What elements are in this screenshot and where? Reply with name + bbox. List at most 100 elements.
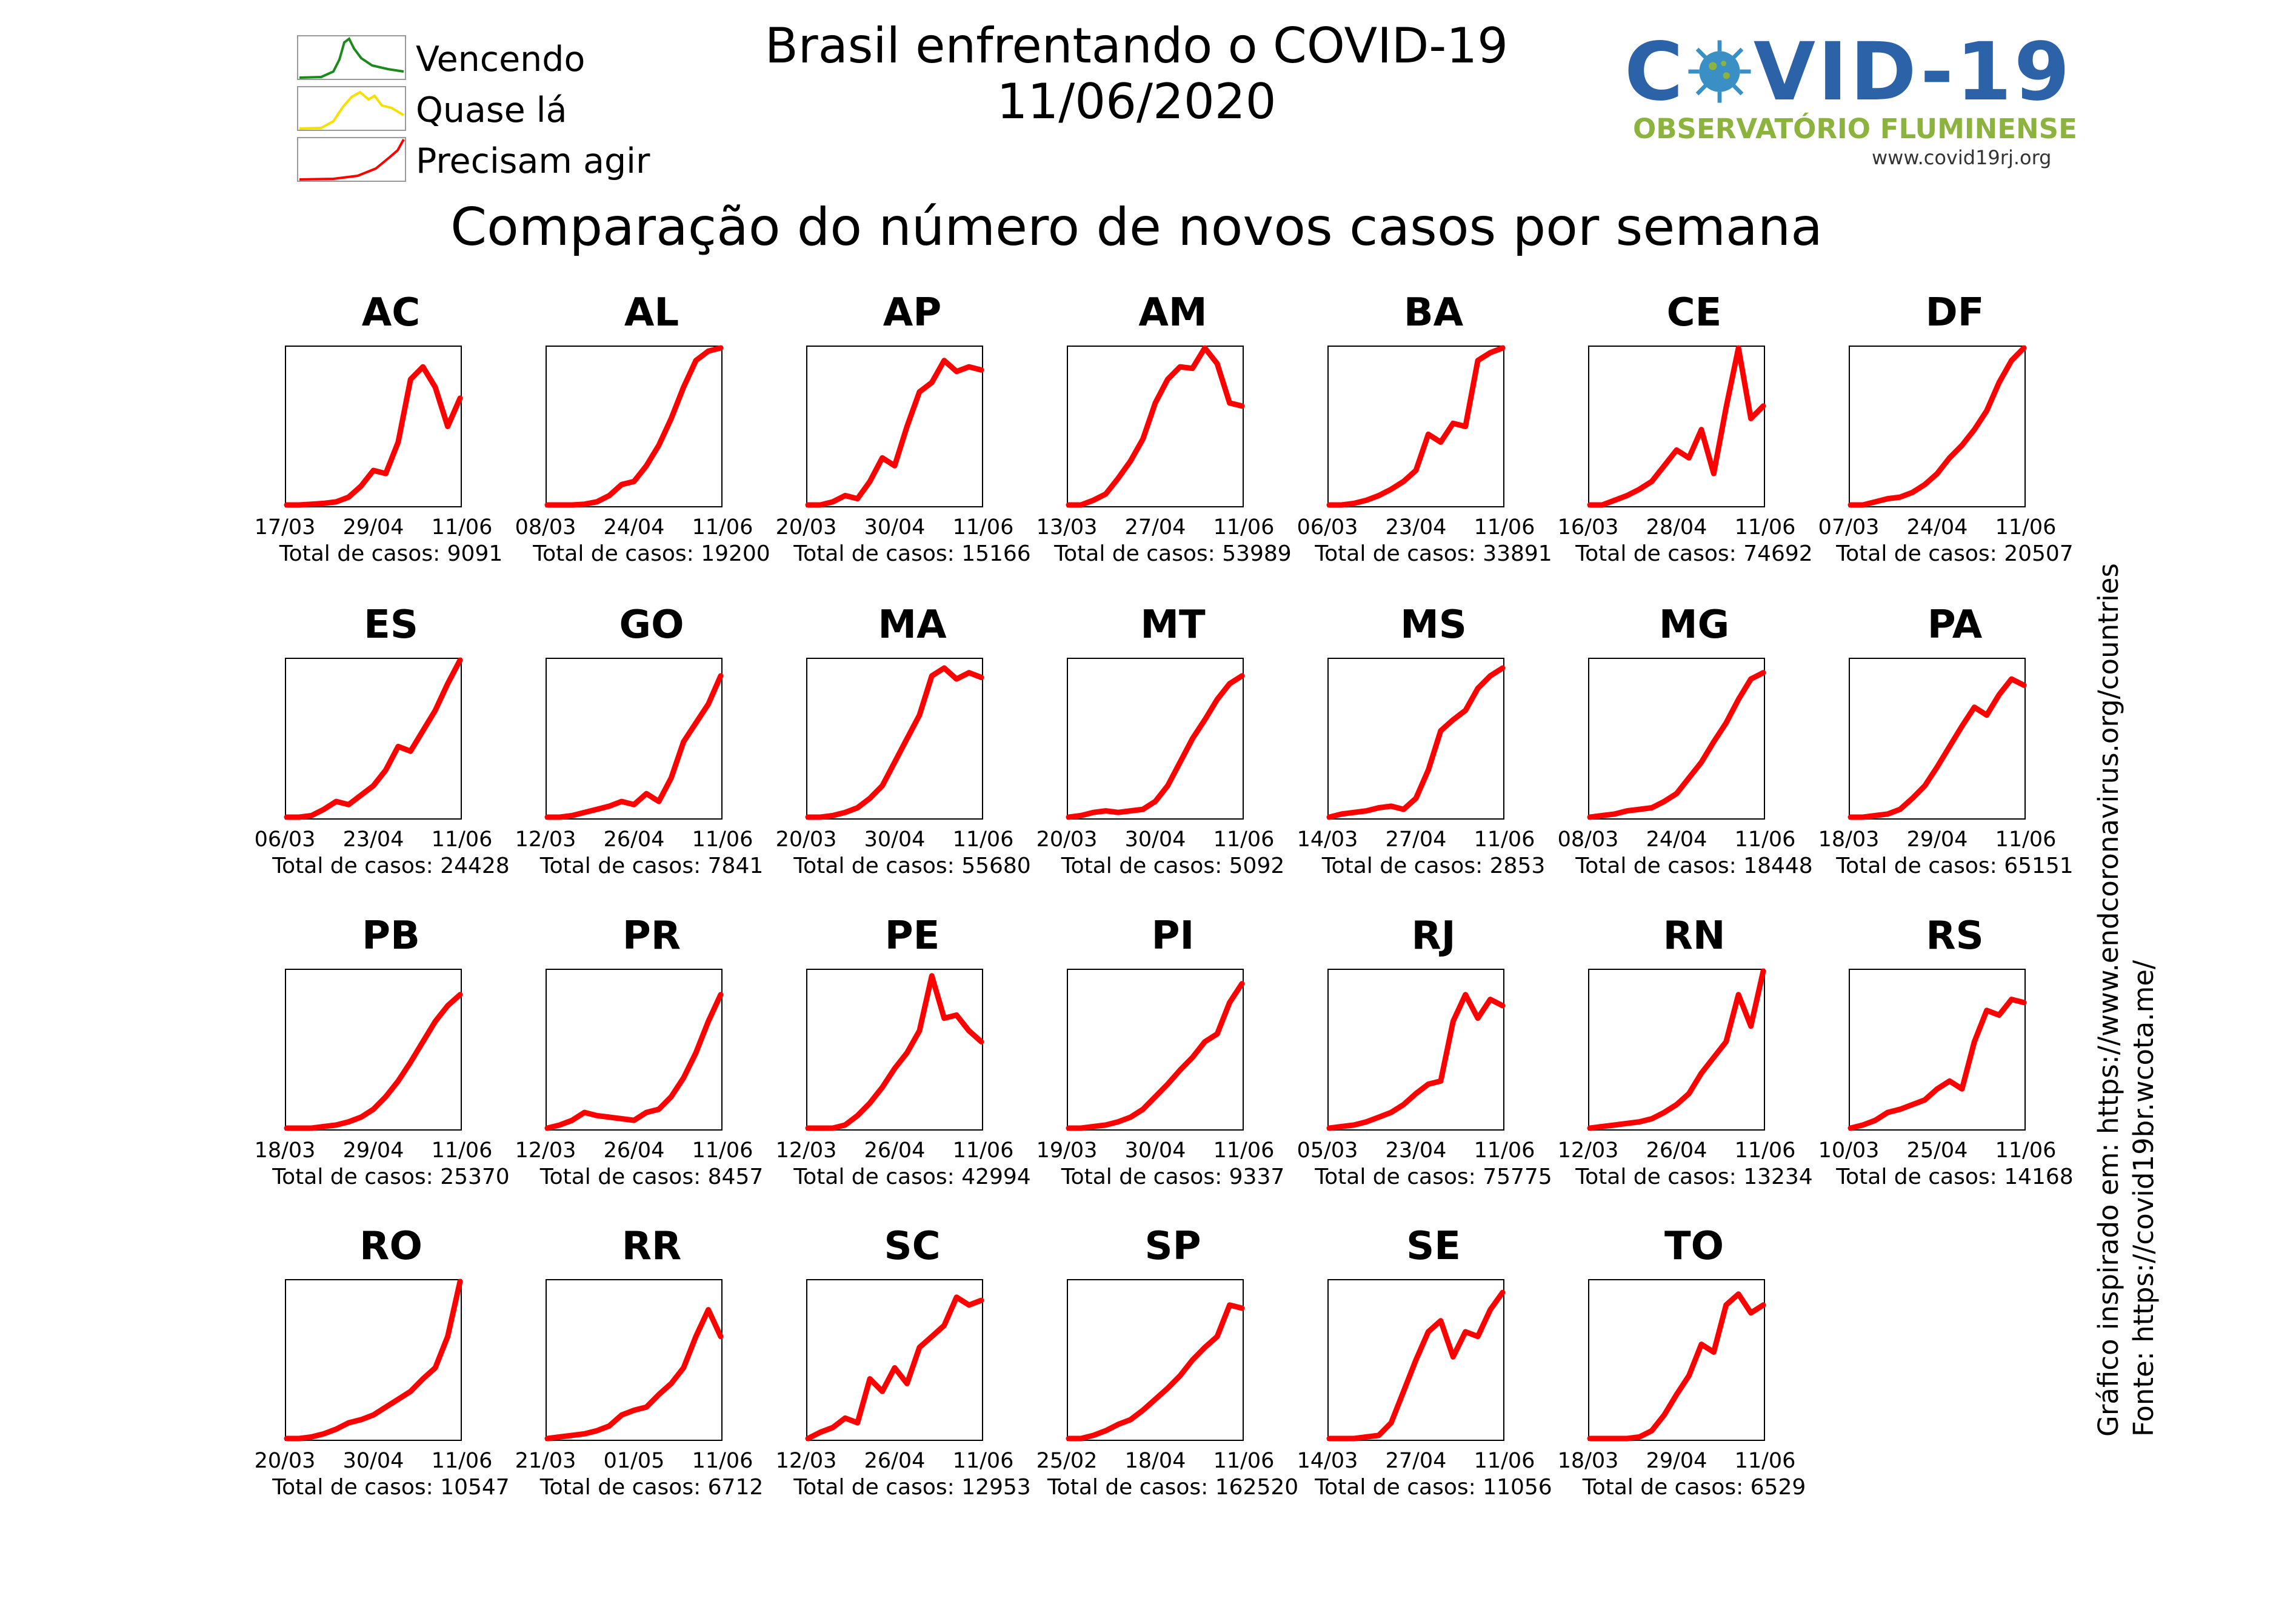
covid19-logo: C VID-19 OBSERVATÓRIO FLUMINENSE www.cov… (1624, 25, 2077, 178)
x-tick-label: 11/06 (952, 515, 1014, 540)
series-line-to (1587, 1291, 1766, 1442)
x-tick-label: 23/04 (342, 827, 404, 852)
x-tick-label: 20/03 (1036, 827, 1098, 852)
plot-frame (285, 969, 462, 1131)
legend-label: Precisam agir (416, 141, 650, 181)
total-cases-label: Total de casos: 5092 (1061, 854, 1285, 878)
x-tick-label: 11/06 (692, 515, 753, 540)
x-tick-label: 30/04 (864, 827, 926, 852)
x-tick-label: 11/06 (1474, 515, 1535, 540)
plot-frame (546, 346, 723, 507)
panel-sp: SP 25/02 18/04 11/06 Total de casos: 162520 (1036, 1224, 1303, 1534)
series-line-ro (284, 1278, 463, 1442)
plot-frame (285, 1279, 462, 1441)
panel-plot (544, 345, 724, 508)
x-tick-label: 27/04 (1385, 1449, 1447, 1473)
x-tick-label: 26/04 (603, 827, 665, 852)
legend-item-vencendo: Vencendo (297, 35, 673, 82)
plot-frame (1588, 969, 1765, 1131)
x-tick-label: 01/05 (603, 1449, 665, 1473)
plot-frame (1849, 969, 2026, 1131)
logo-wordmark: C VID-19 (1624, 25, 2072, 119)
x-tick-label: 08/03 (1557, 827, 1619, 852)
panel-title: AP (883, 290, 942, 335)
panel-title: SC (884, 1224, 941, 1269)
panel-pa: PA 18/03 29/04 11/06 Total de casos: 65151 (1818, 603, 2085, 912)
series-line-pi (1066, 981, 1245, 1131)
panel-title: AC (361, 290, 421, 335)
x-tick-label: 11/06 (1474, 1449, 1535, 1473)
main-title: Brasil enfrentando o COVID-19 11/06/2020 (764, 18, 1509, 130)
x-tick-label: 27/04 (1385, 827, 1447, 852)
x-tick-label: 12/03 (1557, 1138, 1619, 1163)
series-line-ms (1326, 665, 1506, 820)
panel-title: CE (1666, 290, 1722, 335)
panel-ba: BA 06/03 23/04 11/06 Total de casos: 33891 (1297, 290, 1564, 600)
x-tick-label: 26/04 (864, 1138, 926, 1163)
x-tick-label: 28/04 (1646, 515, 1707, 540)
panel-plot (544, 658, 724, 820)
x-tick-label: 11/06 (431, 1449, 493, 1473)
x-tick-label: 11/06 (1995, 1138, 2057, 1163)
x-tick-label: 13/03 (1036, 515, 1098, 540)
series-line-df (1847, 345, 2027, 508)
total-cases-label: Total de casos: 65151 (1836, 854, 2074, 878)
x-tick-label: 14/03 (1297, 827, 1358, 852)
x-tick-label: 11/06 (431, 1138, 493, 1163)
series-line-pb (284, 992, 463, 1131)
panel-title: PE (884, 914, 940, 958)
x-tick-label: 11/06 (1734, 827, 1796, 852)
total-cases-label: Total de casos: 25370 (272, 1165, 510, 1189)
x-tick-label: 30/04 (1124, 1138, 1186, 1163)
panel-title: MS (1400, 603, 1467, 647)
x-tick-label: 18/03 (254, 1138, 316, 1163)
x-tick-label: 25/02 (1036, 1449, 1098, 1473)
panel-title: RO (359, 1224, 422, 1269)
panel-title: BA (1403, 290, 1464, 335)
panel-plot (284, 969, 463, 1131)
total-cases-label: Total de casos: 11056 (1315, 1475, 1552, 1500)
panel-plot (1326, 658, 1506, 820)
x-tick-label: 10/03 (1818, 1138, 1880, 1163)
plot-frame (1067, 658, 1244, 820)
panel-plot (1066, 658, 1245, 820)
x-tick-label: 26/04 (864, 1449, 926, 1473)
legend-line-red (299, 139, 405, 181)
total-cases-label: Total de casos: 162520 (1047, 1475, 1299, 1500)
x-tick-label: 20/03 (775, 515, 837, 540)
x-tick-label: 06/03 (254, 827, 316, 852)
plot-frame (806, 658, 983, 820)
series-line-ma (805, 665, 984, 820)
legend-swatch-green (297, 35, 406, 80)
total-cases-label: Total de casos: 7841 (539, 854, 764, 878)
panel-title: TO (1664, 1224, 1724, 1269)
x-tick-label: 21/03 (515, 1449, 576, 1473)
x-tick-label: 23/04 (1385, 1138, 1447, 1163)
plot-frame (1067, 969, 1244, 1131)
panel-to: TO 18/03 29/04 11/06 Total de casos: 6529 (1558, 1224, 1824, 1534)
x-tick-label: 07/03 (1818, 515, 1880, 540)
panel-plot (805, 1279, 984, 1442)
legend-label: Vencendo (416, 39, 586, 79)
panel-pi: PI 19/03 30/04 11/06 Total de casos: 9337 (1036, 914, 1303, 1223)
panel-title: PR (622, 914, 681, 958)
total-cases-label: Total de casos: 74692 (1575, 541, 1813, 566)
total-cases-label: Total de casos: 13234 (1575, 1165, 1813, 1189)
panel-title: DF (1925, 290, 1984, 335)
x-tick-label: 20/03 (254, 1449, 316, 1473)
panel-plot (1326, 1279, 1506, 1442)
total-cases-label: Total de casos: 15166 (793, 541, 1031, 566)
total-cases-label: Total de casos: 10547 (272, 1475, 510, 1500)
series-line-rr (544, 1307, 724, 1442)
chart-subtitle: Comparação do número de novos casos por … (450, 197, 1823, 258)
panel-title: PB (362, 914, 420, 958)
series-line-am (1066, 345, 1245, 508)
panel-ap: AP 20/03 30/04 11/06 Total de casos: 15166 (776, 290, 1043, 600)
panel-title: SP (1144, 1224, 1201, 1269)
panel-pr: PR 12/03 26/04 11/06 Total de casos: 8457 (515, 914, 782, 1223)
panel-plot (1587, 345, 1766, 508)
x-tick-label: 18/04 (1124, 1449, 1186, 1473)
plot-frame (806, 1279, 983, 1441)
series-line-rs (1847, 997, 2027, 1131)
